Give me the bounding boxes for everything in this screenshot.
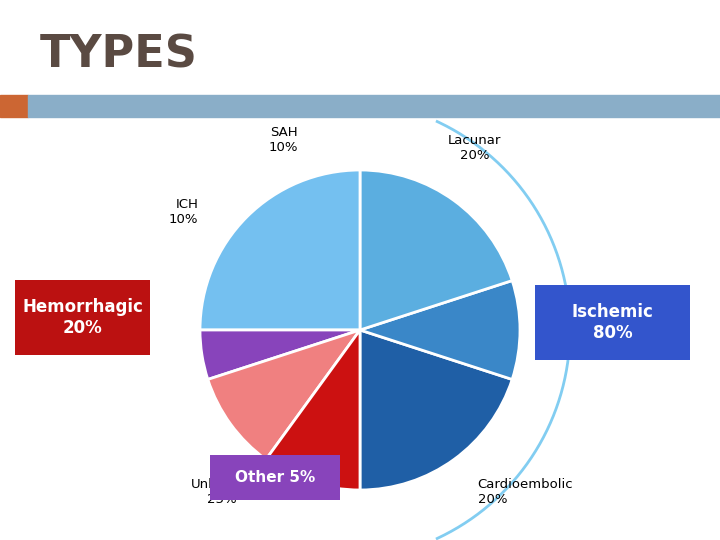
Wedge shape <box>360 170 512 330</box>
Wedge shape <box>360 330 512 490</box>
Text: SAH
10%: SAH 10% <box>269 126 298 154</box>
Bar <box>28 95 720 117</box>
Wedge shape <box>208 330 360 460</box>
Text: ICH
10%: ICH 10% <box>168 198 198 226</box>
Bar <box>0 95 28 117</box>
Bar <box>535 285 690 360</box>
Text: Hemorrhagic
20%: Hemorrhagic 20% <box>22 298 143 337</box>
Text: Other 5%: Other 5% <box>235 470 315 485</box>
Text: TYPES: TYPES <box>40 33 198 77</box>
Text: Unknown
25%: Unknown 25% <box>192 478 253 506</box>
Wedge shape <box>266 330 360 490</box>
Text: Thromboembolic
10%: Thromboembolic 10% <box>560 316 672 344</box>
Text: Cardioembolic
20%: Cardioembolic 20% <box>477 478 573 506</box>
Bar <box>15 280 150 355</box>
Text: Ischemic
80%: Ischemic 80% <box>572 303 654 342</box>
Wedge shape <box>360 281 520 380</box>
Wedge shape <box>200 170 360 330</box>
Text: Lacunar
20%: Lacunar 20% <box>448 134 501 162</box>
Bar <box>210 455 340 500</box>
Wedge shape <box>200 330 360 380</box>
